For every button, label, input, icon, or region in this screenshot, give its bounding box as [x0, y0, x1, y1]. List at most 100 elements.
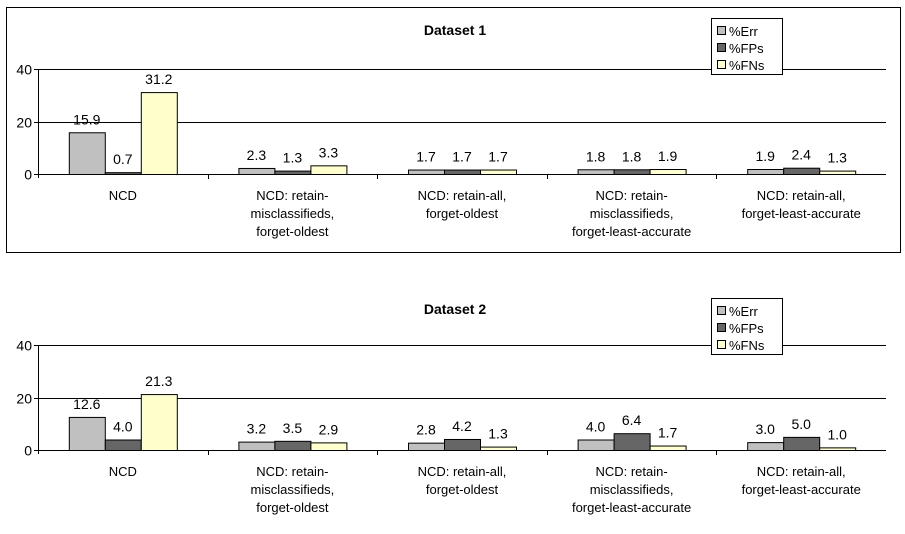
y-tick-label: 40 [16, 62, 32, 78]
x-tick-label: NCD: retain-all, forget-oldest [418, 188, 507, 221]
data-label: 1.3 [283, 150, 303, 166]
bar [613, 433, 651, 452]
bar [140, 394, 178, 451]
x-tick-label-line: NCD: retain-all, [757, 188, 846, 203]
x-tick-label-line: NCD: retain- [256, 188, 328, 203]
x-tick-label: NCD: retain-misclassifieds, forget-oldest [251, 464, 335, 515]
data-label: 2.9 [319, 421, 339, 437]
x-tick-label: NCD: retain-all, forget-least-accurate [742, 188, 861, 221]
x-tick-label: NCD: retain-all, forget-oldest [418, 464, 507, 497]
legend-label: %Err [729, 24, 759, 39]
data-label: 1.7 [416, 149, 436, 165]
legend-swatch [717, 60, 726, 69]
legend-label: %Err [729, 304, 759, 319]
chart-2: 0 20 40 Dataset 2 12.6 4.0 21.3 NCD 3.2 3.5 2.9 NCD… [16, 298, 886, 515]
legend-swatch [717, 340, 726, 349]
bar [577, 439, 615, 451]
data-label: 3.2 [247, 421, 267, 437]
x-tick-label: NCD [109, 464, 137, 479]
bar [613, 169, 651, 175]
data-label: 3.3 [319, 144, 339, 160]
data-label: 2.4 [791, 147, 811, 163]
bar [649, 445, 687, 452]
data-label: 2.3 [247, 147, 267, 163]
x-tick-label: NCD [109, 188, 137, 203]
bar [649, 169, 687, 175]
bar [444, 438, 481, 452]
x-tick-label-line: forget-oldest [256, 224, 329, 239]
x-tick-label-line: NCD: retain- [595, 188, 667, 203]
data-label: 5.0 [791, 416, 811, 432]
bar [444, 169, 481, 176]
x-tick-label: NCD: retain-misclassifieds, forget-least-… [572, 464, 691, 515]
data-label: 0.7 [113, 151, 133, 167]
data-label: 1.8 [622, 148, 642, 164]
bar [577, 169, 615, 175]
bar [140, 92, 178, 175]
y-tick-label: 0 [24, 443, 32, 459]
x-tick-label-line: NCD: retain- [256, 464, 328, 479]
data-label: 1.3 [488, 426, 508, 442]
x-tick-label: NCD: retain-misclassifieds, forget-oldest [251, 188, 335, 239]
legend-swatch [717, 26, 726, 35]
data-label: 4.2 [452, 418, 472, 434]
data-label: 2.8 [416, 422, 436, 438]
bar [819, 170, 857, 175]
data-label: 1.7 [488, 149, 508, 165]
legend-swatch [717, 306, 726, 315]
legend-label: %FPs [729, 321, 764, 336]
bar [480, 446, 517, 451]
data-label: 6.4 [622, 412, 642, 428]
bar [274, 440, 312, 451]
bar [274, 170, 312, 175]
data-label: 21.3 [145, 373, 172, 389]
bar [480, 169, 517, 176]
bar [68, 416, 106, 451]
x-tick-label-line: forget-least-accurate [742, 206, 861, 221]
y-tick-label: 20 [16, 391, 32, 407]
chart-1: 0 20 40 Dataset 1 15.9 0.7 31.2 NCD 2.3 1.3 3.3 NCD… [6, 7, 901, 253]
bar [747, 442, 785, 451]
x-tick-label: NCD: retain-all, forget-least-accurate [742, 464, 861, 497]
x-tick-label: NCD: retain-misclassifieds, forget-least-… [572, 188, 691, 239]
x-tick-label-line: misclassifieds, [590, 206, 674, 221]
y-tick-label: 40 [16, 338, 32, 354]
data-label: 31.2 [145, 71, 172, 87]
data-label: 3.0 [755, 421, 775, 437]
x-tick-label-line: forget-least-accurate [572, 224, 691, 239]
bar [783, 436, 821, 451]
data-label: 1.7 [452, 149, 472, 165]
data-label: 4.0 [113, 419, 133, 435]
data-label: 15.9 [73, 111, 100, 127]
bar [238, 441, 276, 452]
x-tick-label-line: NCD: retain-all, [757, 464, 846, 479]
bar [408, 442, 445, 451]
bar [408, 169, 445, 176]
bar [104, 439, 142, 451]
x-tick-label-line: NCD [109, 464, 137, 479]
x-tick-label-line: forget-oldest [426, 206, 499, 221]
legend-label: %FNs [729, 58, 765, 73]
bar [104, 172, 142, 176]
data-label: 1.7 [658, 425, 678, 441]
chart-title: Dataset 1 [424, 22, 486, 38]
bar [747, 169, 785, 175]
y-tick-label: 20 [16, 115, 32, 131]
data-label: 1.9 [755, 148, 775, 164]
data-label: 4.0 [586, 419, 606, 435]
x-tick-label-line: misclassifieds, [251, 206, 335, 221]
bar [310, 442, 348, 452]
x-tick-label-line: forget-oldest [426, 482, 499, 497]
chart-title: Dataset 2 [424, 301, 486, 317]
data-label: 1.8 [586, 148, 606, 164]
legend-label: %FNs [729, 338, 765, 353]
data-label: 12.6 [73, 396, 100, 412]
legend-swatch [717, 323, 726, 332]
y-tick-label: 0 [24, 167, 32, 183]
bar [783, 167, 821, 175]
data-label: 1.3 [827, 150, 847, 166]
x-tick-label-line: NCD: retain-all, [418, 188, 507, 203]
bar [68, 132, 106, 175]
x-tick-label-line: misclassifieds, [590, 482, 674, 497]
legend-label: %FPs [729, 41, 764, 56]
